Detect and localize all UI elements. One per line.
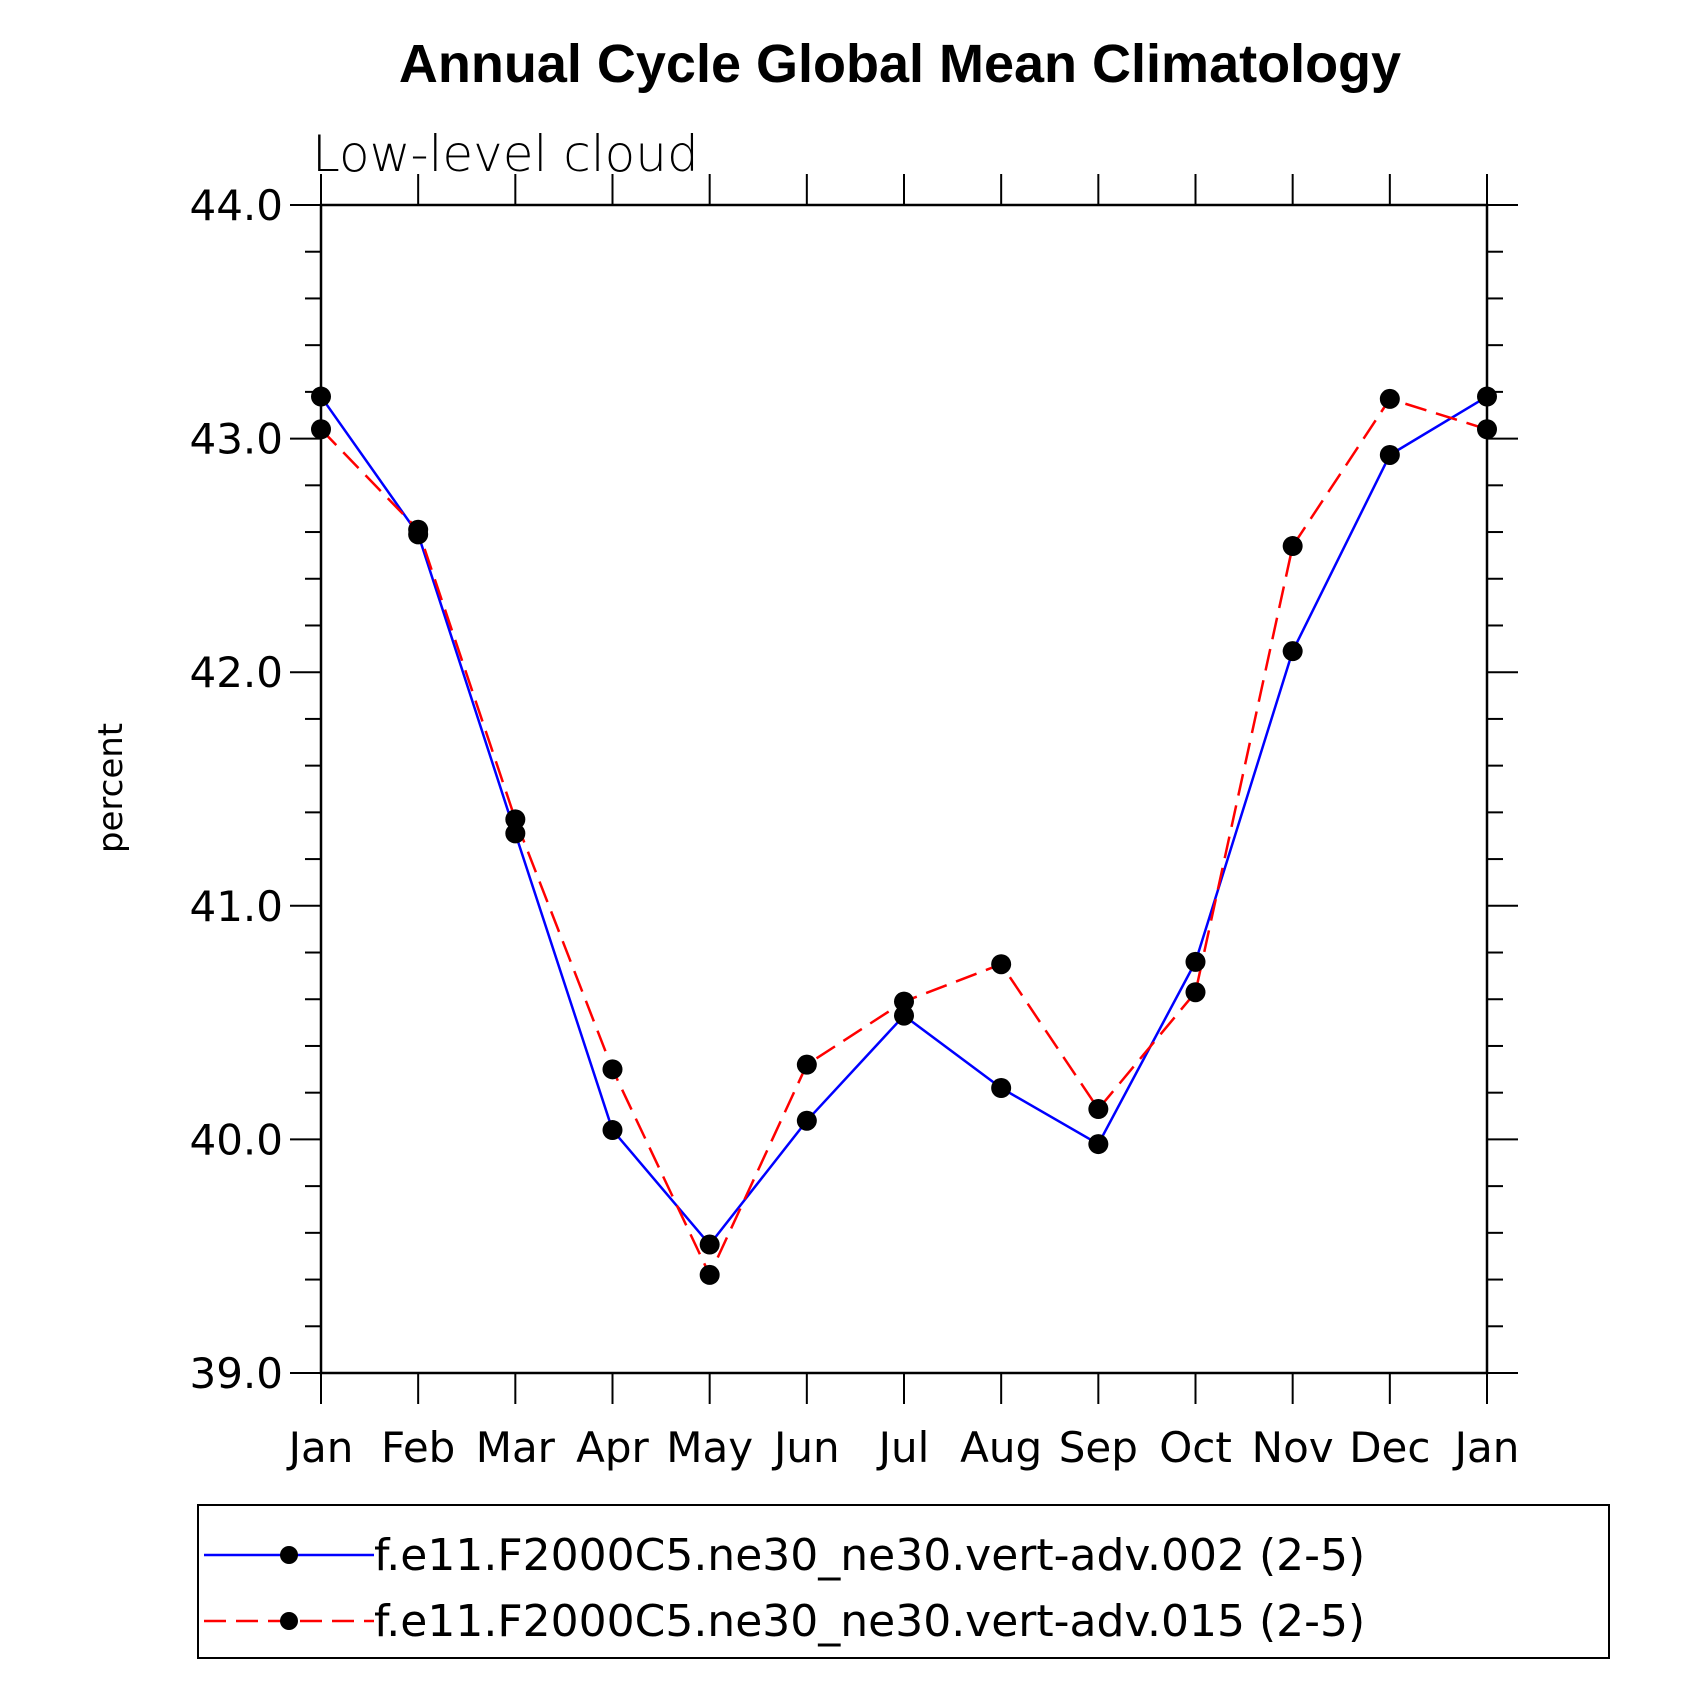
legend-label-series-2: f.e11.F2000C5.ne30_ne30.vert-adv.015 (2-… xyxy=(374,1596,1365,1647)
data-point-series-1 xyxy=(699,1234,720,1255)
data-point-series-2 xyxy=(894,991,914,1012)
y-tick-label: 39.0 xyxy=(189,1349,283,1398)
legend-marker-series-1 xyxy=(280,1546,298,1564)
data-point-series-2 xyxy=(1282,536,1303,557)
legend: f.e11.F2000C5.ne30_ne30.vert-adv.002 (2-… xyxy=(197,1504,1610,1659)
data-point-series-1 xyxy=(1185,951,1206,972)
plot-frame xyxy=(319,203,1489,1375)
x-tick-label: Mar xyxy=(476,1423,556,1472)
chart-subtitle: Low-level cloud xyxy=(312,125,699,183)
data-point-series-1 xyxy=(1379,444,1400,465)
legend-box xyxy=(197,1504,1610,1659)
x-tick-label: Oct xyxy=(1159,1423,1232,1472)
y-tick-label: 41.0 xyxy=(189,882,283,931)
data-point-series-1 xyxy=(311,386,331,407)
data-point-series-2 xyxy=(1185,982,1206,1003)
y-tick-label: 40.0 xyxy=(189,1115,283,1164)
y-tick-label: 43.0 xyxy=(189,415,283,464)
data-point-series-2 xyxy=(408,519,429,540)
data-point-series-2 xyxy=(796,1054,817,1075)
data-point-series-1 xyxy=(796,1110,817,1131)
x-tick-label: Jan xyxy=(286,1423,354,1472)
data-point-series-1 xyxy=(505,823,526,844)
y-axis-label: percent xyxy=(91,723,131,853)
x-tick-label: Feb xyxy=(381,1423,455,1472)
data-point-series-1 xyxy=(1282,641,1303,662)
data-point-series-2 xyxy=(311,419,331,440)
data-point-series-1 xyxy=(991,1078,1012,1099)
legend-label-series-1: f.e11.F2000C5.ne30_ne30.vert-adv.002 (2-… xyxy=(374,1530,1365,1581)
x-tick-label: Apr xyxy=(576,1423,649,1472)
y-tick-label: 42.0 xyxy=(189,648,283,697)
x-tick-label: Dec xyxy=(1349,1423,1430,1472)
axes: 39.0 40.0 41.0 42.0 43.0 44.0 Jan Feb Mar Apr May J… xyxy=(189,174,1519,1472)
data-point-series-2 xyxy=(699,1264,720,1285)
data-point-series-2 xyxy=(1088,1099,1109,1120)
x-tick-label: Aug xyxy=(960,1423,1042,1472)
x-tick-label: Jul xyxy=(876,1423,930,1472)
data-point-series-2 xyxy=(991,954,1012,975)
series-line-1 xyxy=(319,395,1488,1246)
y-tick-label: 44.0 xyxy=(189,181,283,230)
data-point-series-1 xyxy=(602,1120,623,1141)
data-point-series-1 xyxy=(1088,1134,1109,1155)
series-line-2 xyxy=(320,397,1488,1277)
data-point-series-1 xyxy=(1477,386,1497,407)
data-point-series-2 xyxy=(602,1059,623,1080)
data-point-series-2 xyxy=(1379,388,1400,409)
x-tick-label: Jun xyxy=(771,1423,840,1472)
data-point-series-2 xyxy=(1477,419,1497,440)
x-tick-label: Jan xyxy=(1452,1423,1520,1472)
plot-series xyxy=(311,386,1497,1285)
x-tick-label: Sep xyxy=(1059,1423,1138,1472)
data-point-series-2 xyxy=(505,809,526,830)
data-point-series-1 xyxy=(894,1005,914,1026)
x-tick-label: May xyxy=(666,1423,753,1472)
chart-title: Annual Cycle Global Mean Climatology xyxy=(399,34,1401,94)
legend-marker-series-2 xyxy=(280,1612,298,1630)
x-tick-label: Nov xyxy=(1252,1423,1334,1472)
